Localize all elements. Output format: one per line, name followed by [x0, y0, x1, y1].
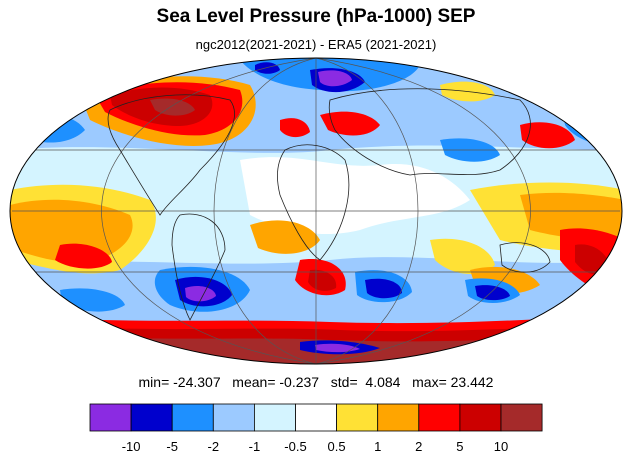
colorbar-swatch: [377, 403, 420, 432]
colorbar-tick-label: 1: [374, 439, 381, 454]
plot-subtitle: ngc2012(2021-2021) - ERA5 (2021-2021): [195, 37, 437, 52]
colorbar-tick-label: 2: [415, 439, 422, 454]
map-border: [9, 57, 623, 365]
max-label: max=: [412, 374, 447, 390]
min-value: -24.307: [173, 374, 221, 390]
mean-label: mean=: [232, 374, 276, 390]
statistics-line: min= -24.307 mean= -0.237 std= 4.084 max…: [0, 374, 632, 390]
colorbar-swatch: [89, 403, 132, 432]
colorbar-tick-label: -10: [122, 439, 141, 454]
colorbar-swatch: [212, 403, 255, 432]
graticule-lines: [12, 57, 620, 365]
colorbar-tick-label: 10: [494, 439, 508, 454]
min-label: min=: [138, 374, 170, 390]
std-value: 4.084: [365, 374, 401, 390]
std-label: std=: [330, 374, 358, 390]
colorbar-swatch: [295, 403, 337, 432]
plot-title: Sea Level Pressure (hPa-1000) SEP: [156, 6, 476, 27]
colorbar-tick-label: -2: [208, 439, 220, 454]
coastlines: [107, 88, 551, 321]
max-value: 23.442: [450, 374, 494, 390]
colorbar-tick-label: 0.5: [328, 439, 346, 454]
colorbar-tick-label: 5: [456, 439, 463, 454]
colorbar-tick-label: -1: [249, 439, 261, 454]
mean-value: -0.237: [279, 374, 320, 390]
colorbar-swatch: [459, 403, 502, 432]
colorbar-swatch: [171, 403, 214, 432]
colorbar-tick-label: -0.5: [284, 439, 306, 454]
colorbar-swatch: [500, 403, 543, 432]
colorbar-swatch: [418, 403, 461, 432]
colorbar-tick-label: -5: [166, 439, 178, 454]
colorbar-swatch: [130, 403, 173, 432]
colorbar-swatch: [336, 403, 379, 432]
colorbar-swatch: [253, 403, 296, 432]
